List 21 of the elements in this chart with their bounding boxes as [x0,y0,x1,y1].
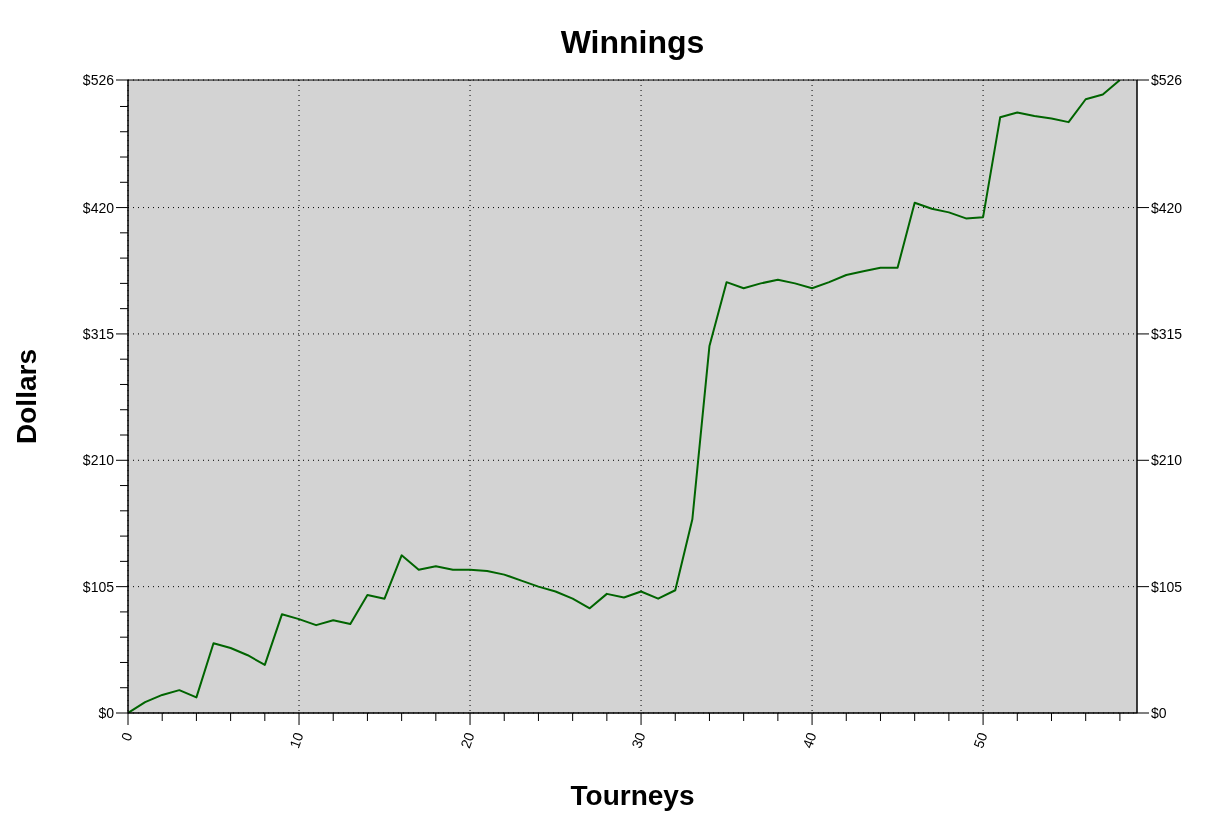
chart-title: Winnings [559,24,706,61]
y2-tick-label: $526 [1151,72,1183,88]
x-tick-label: 30 [628,730,649,751]
y2-tick-label: $210 [1151,452,1183,469]
y2-tick-label: $0 [1151,705,1167,721]
x-tick-label: 50 [970,730,991,751]
y-tick-label: $0 [98,705,115,721]
x-tick-label: 40 [799,730,820,751]
x-tick-label: 10 [286,730,307,751]
y-axis-title: Dollars [10,349,42,444]
y-tick-label: $420 [82,199,115,216]
y-tick-label: $210 [82,452,115,469]
y-tick-label: $526 [82,72,115,88]
y2-tick-label: $315 [1151,325,1183,342]
y-tick-label: $315 [82,325,115,342]
y2-tick-label: $105 [1151,578,1183,595]
y2-tick-label: $420 [1151,199,1183,216]
x-axis-title: Tourneys [570,780,695,811]
y-tick-label: $105 [82,578,115,595]
x-tick-label: 0 [117,730,136,744]
x-tick-label: 20 [457,730,478,751]
